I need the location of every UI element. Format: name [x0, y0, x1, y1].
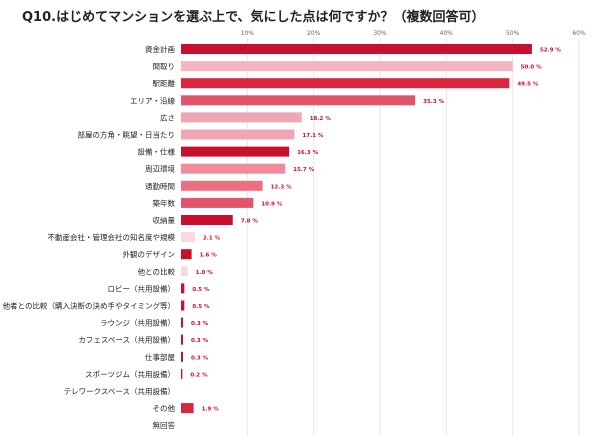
bar — [181, 300, 185, 311]
x-tick-label: 20% — [307, 30, 321, 37]
bar — [181, 95, 416, 106]
category-label: 部屋の方角・眺望・日当たり — [78, 130, 176, 140]
category-label: 他者との比較（購入決断の決め手やタイミング等） — [3, 301, 175, 311]
category-label: 設備・仕様 — [138, 147, 176, 157]
category-label: 収納量 — [153, 215, 176, 225]
value-label: 16.3 % — [297, 150, 318, 156]
value-label: 35.3 % — [423, 99, 444, 105]
bar — [181, 266, 188, 277]
bar — [181, 112, 302, 123]
bar — [181, 368, 183, 379]
value-label: 1.6 % — [200, 253, 218, 259]
category-label: ラウンジ（共用設備） — [100, 318, 175, 328]
bar — [181, 78, 510, 89]
bar — [181, 249, 192, 260]
bar — [181, 129, 295, 140]
gridlines — [246, 38, 580, 436]
value-label: 0.5 % — [192, 304, 210, 310]
bar — [181, 215, 233, 225]
category-label: カフェスペース（共用設備） — [78, 335, 175, 345]
bar — [181, 403, 194, 414]
value-label: 15.7 % — [293, 167, 314, 173]
x-tick-label: 30% — [373, 30, 387, 37]
bar — [181, 232, 195, 243]
bar — [181, 163, 286, 174]
category-label: 他との比較 — [138, 266, 176, 276]
bar — [181, 180, 263, 191]
category-label: 周辺環境 — [145, 164, 175, 174]
value-label: 0.3 % — [191, 355, 209, 361]
bar — [181, 283, 185, 294]
value-label: 1.9 % — [202, 407, 220, 413]
category-label: 不動産会社・管理会社の知名度や規模 — [48, 232, 176, 242]
category-label: 通勤時間 — [145, 181, 175, 191]
bar — [181, 61, 513, 72]
x-tick-label: 10% — [241, 30, 255, 37]
x-axis-ticks: 10% 20% 30% 40% 50% 60% — [241, 30, 586, 37]
value-label: 0.5 % — [192, 287, 210, 293]
x-tick-label: 40% — [440, 30, 454, 37]
category-label: 駅距離 — [153, 78, 176, 88]
value-label: 0.3 % — [191, 321, 209, 327]
x-tick-label: 60% — [572, 30, 586, 37]
value-label: 10.9 % — [261, 201, 282, 207]
chart-title: Q10.はじめてマンションを選ぶ上で、気にした点は何ですか？（複数回答可） — [22, 10, 485, 25]
category-label: 築年数 — [153, 198, 176, 208]
category-label: 外観のデザイン — [123, 249, 176, 259]
x-tick-label: 50% — [506, 30, 520, 37]
value-label: 2.1 % — [203, 236, 221, 242]
value-label: 49.5 % — [517, 82, 538, 88]
value-labels: 52.9 % 50.0 % 49.5 % 35.3 % 18.2 % 17.1 % 16.3… — [190, 48, 561, 413]
value-label: 0.2 % — [190, 372, 208, 378]
value-label: 1.0 % — [196, 270, 214, 276]
category-label: 無回答 — [153, 420, 176, 430]
category-labels: 資金計画間取り駅距離エリア・沿線広さ部屋の方角・眺望・日当たり設備・仕様周辺環境… — [3, 44, 176, 430]
category-label: ロビー（共用設備） — [108, 283, 176, 293]
bar — [181, 351, 183, 362]
category-label: 間取り — [153, 62, 176, 71]
value-label: 52.9 % — [540, 48, 561, 54]
bar — [181, 197, 254, 208]
bars — [181, 44, 532, 414]
value-label: 0.3 % — [191, 338, 209, 344]
bar — [181, 146, 290, 157]
value-label: 18.2 % — [310, 116, 331, 122]
category-label: その他 — [153, 403, 176, 413]
bar — [181, 44, 532, 54]
category-label: 資金計画 — [145, 44, 175, 54]
value-label: 12.3 % — [271, 184, 292, 190]
bar — [181, 317, 183, 328]
category-label: 仕事部屋 — [145, 352, 175, 362]
value-label: 17.1 % — [302, 133, 323, 139]
category-label: テレワークスペース（共用設備） — [64, 386, 175, 396]
category-label: スポーツジム（共用設備） — [85, 369, 175, 379]
category-label: エリア・沿線 — [130, 95, 175, 105]
value-label: 50.0 % — [521, 65, 542, 71]
value-label: 7.8 % — [241, 219, 259, 225]
category-label: 広さ — [160, 112, 175, 122]
bar — [181, 334, 183, 345]
